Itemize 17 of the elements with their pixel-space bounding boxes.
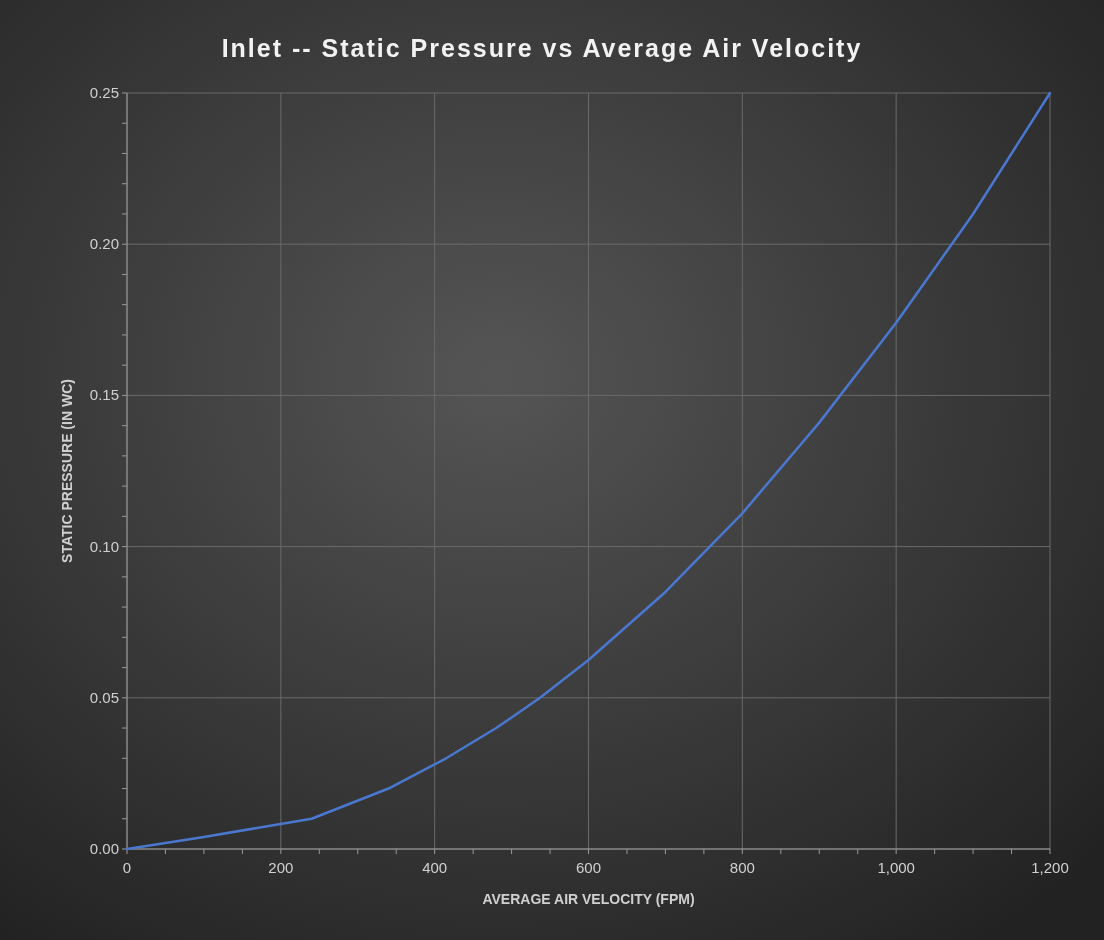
y-axis-title: STATIC PRESSURE (IN WC) bbox=[59, 379, 75, 563]
x-tick-label: 200 bbox=[268, 859, 294, 876]
x-tick-label: 600 bbox=[575, 859, 602, 876]
x-tick-label: 0 bbox=[122, 859, 132, 876]
x-tick-label: 1,200 bbox=[1031, 859, 1069, 876]
y-tick-label: 0.05 bbox=[89, 688, 119, 706]
y-tick-label: 0.25 bbox=[89, 84, 119, 101]
x-tick-label: 400 bbox=[422, 859, 448, 876]
y-tick-label: 0.15 bbox=[89, 386, 119, 404]
y-tick-label: 0.00 bbox=[89, 840, 119, 857]
y-tick-label: 0.10 bbox=[89, 537, 119, 555]
x-axis-title: AVERAGE AIR VELOCITY (FPM) bbox=[482, 891, 695, 907]
x-tick-label: 800 bbox=[729, 859, 755, 876]
x-tick-label: 1,000 bbox=[877, 859, 915, 876]
line-series bbox=[125, 91, 1052, 851]
chart-title: Inlet -- Static Pressure vs Average Air Velocity bbox=[221, 34, 863, 62]
y-tick-label: 0.20 bbox=[89, 235, 119, 253]
